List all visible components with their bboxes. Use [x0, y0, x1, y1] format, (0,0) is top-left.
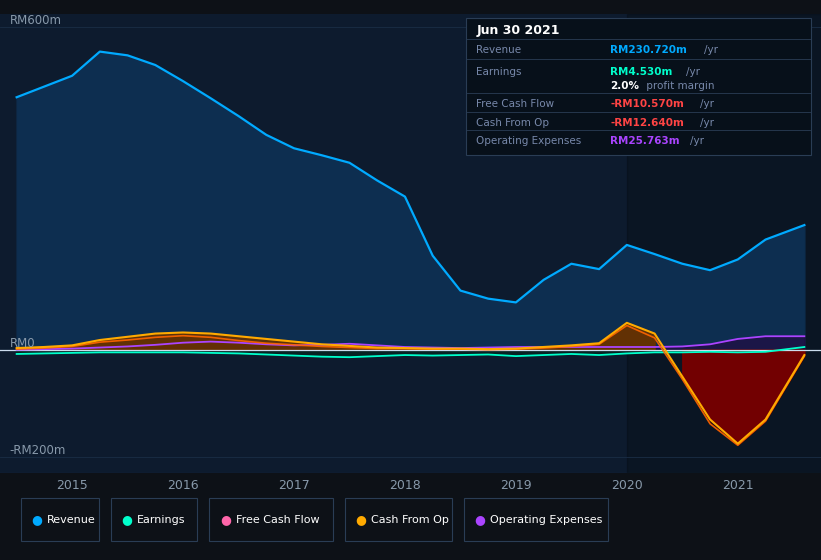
Text: /yr: /yr: [690, 136, 704, 146]
Text: ●: ●: [31, 513, 42, 526]
Text: RM230.720m: RM230.720m: [610, 45, 687, 55]
Text: Free Cash Flow: Free Cash Flow: [476, 99, 554, 109]
Text: Operating Expenses: Operating Expenses: [476, 136, 581, 146]
Bar: [627, 14, 821, 473]
Text: Revenue: Revenue: [476, 45, 521, 55]
Text: Revenue: Revenue: [47, 515, 95, 525]
Text: 2.0%: 2.0%: [610, 81, 639, 91]
Text: RM25.763m: RM25.763m: [610, 136, 680, 146]
Text: Free Cash Flow: Free Cash Flow: [236, 515, 319, 525]
Text: ●: ●: [122, 513, 132, 526]
Text: -RM10.570m: -RM10.570m: [610, 99, 684, 109]
Text: /yr: /yr: [700, 99, 714, 109]
Text: Cash From Op: Cash From Op: [476, 118, 549, 128]
Text: /yr: /yr: [704, 45, 718, 55]
Text: RM600m: RM600m: [10, 15, 62, 27]
Text: profit margin: profit margin: [643, 81, 714, 91]
Text: ●: ●: [355, 513, 366, 526]
Text: Cash From Op: Cash From Op: [371, 515, 449, 525]
Text: RM4.530m: RM4.530m: [610, 67, 672, 77]
Text: Jun 30 2021: Jun 30 2021: [476, 24, 560, 37]
Text: Earnings: Earnings: [476, 67, 521, 77]
Text: Operating Expenses: Operating Expenses: [490, 515, 603, 525]
Text: ●: ●: [475, 513, 485, 526]
Text: -RM200m: -RM200m: [10, 444, 67, 457]
Text: Earnings: Earnings: [137, 515, 186, 525]
Text: /yr: /yr: [686, 67, 700, 77]
Text: /yr: /yr: [700, 118, 714, 128]
Text: -RM12.640m: -RM12.640m: [610, 118, 684, 128]
Text: RM0: RM0: [10, 337, 35, 349]
Text: ●: ●: [220, 513, 231, 526]
